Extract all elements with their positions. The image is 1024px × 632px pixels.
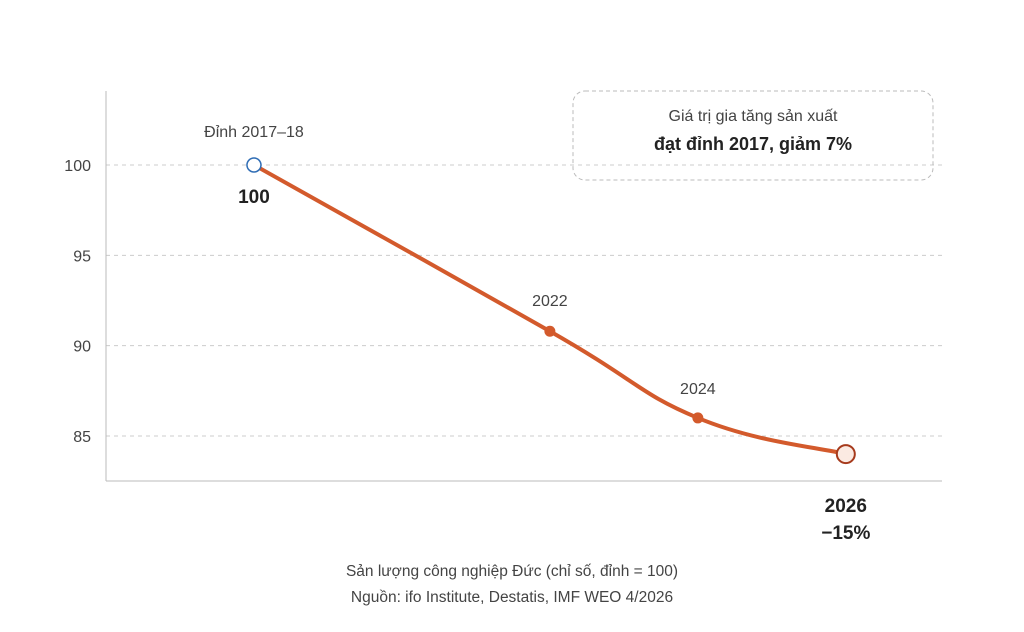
annotation-line-2: đạt đỉnh 2017, giảm 7% — [654, 134, 852, 154]
point-2024 — [692, 412, 704, 424]
y-tick-label-85: 85 — [73, 429, 91, 446]
label-end-change: −15% — [821, 523, 870, 544]
annotation-line-1: Giá trị gia tăng sản xuất — [669, 108, 839, 125]
gridlines — [106, 164, 942, 437]
chart-caption: Sản lượng công nghiệp Đức (chỉ số, đỉnh … — [345, 563, 679, 580]
point-end — [835, 444, 856, 465]
y-tick-label-95: 95 — [73, 248, 91, 265]
label-2024: 2024 — [680, 381, 716, 398]
y-tick-labels: 85 90 95 100 — [64, 158, 91, 446]
data-labels: Đỉnh 2017–18 100 2022 2024 2026 −15% — [204, 124, 870, 544]
point-start — [246, 157, 262, 173]
label-peak: Đỉnh 2017–18 — [204, 124, 304, 141]
series-line — [251, 163, 848, 457]
data-points — [246, 157, 856, 465]
y-tick-label-90: 90 — [73, 339, 91, 356]
annotation-box — [572, 90, 934, 181]
point-2022 — [544, 325, 556, 337]
label-2026: 2026 — [825, 496, 867, 517]
chart-source: Nguồn: ifo Institute, Destatis, IMF WEO … — [350, 589, 674, 606]
line-chart: 85 90 95 100 Giá trị gia tăng sản xuất đạt … — [64, 90, 942, 544]
label-start-value: 100 — [238, 187, 270, 208]
y-tick-label-100: 100 — [64, 158, 91, 175]
label-2022: 2022 — [532, 293, 568, 310]
